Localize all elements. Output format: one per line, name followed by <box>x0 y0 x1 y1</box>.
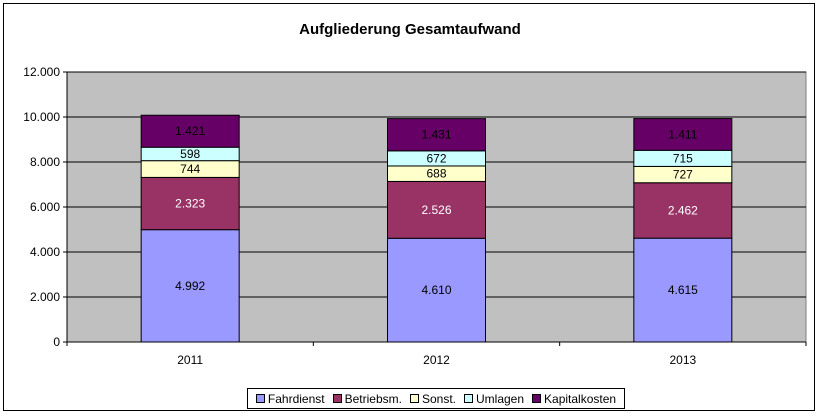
legend-swatch <box>532 394 542 403</box>
legend-swatch <box>409 394 419 403</box>
x-tick-label: 2013 <box>669 353 696 367</box>
y-tick-label: 4.000 <box>30 245 60 259</box>
data-label: 4.610 <box>421 283 451 297</box>
x-tick-label: 2011 <box>177 353 203 367</box>
data-label: 1.411 <box>668 127 697 141</box>
data-label: 1.431 <box>421 128 451 142</box>
legend-item: Sonst. <box>409 391 456 406</box>
legend: Fahrdienst Betriebsm. Sonst. Umlagen Kapital… <box>247 388 625 409</box>
legend-label: Umlagen <box>476 391 525 406</box>
chart-frame: Aufgliederung Gesamtaufwand 0 2.000 4.000 6… <box>3 3 815 411</box>
data-label: 727 <box>673 168 693 182</box>
y-tick-label: 2.000 <box>30 290 60 304</box>
data-label: 598 <box>180 147 200 161</box>
bar-segment <box>633 118 733 151</box>
y-tick-label: 6.000 <box>30 200 60 214</box>
data-label: 4.615 <box>668 283 698 297</box>
legend-item: Fahrdienst <box>255 391 325 406</box>
data-label: 2.323 <box>175 197 205 211</box>
bar-segment <box>140 176 240 231</box>
y-tick-label: 10.000 <box>23 110 60 124</box>
data-label: 2.526 <box>421 203 451 217</box>
legend-label: Fahrdienst <box>267 391 325 406</box>
data-label: 4.992 <box>175 279 205 293</box>
plot-area: 0 2.000 4.000 6.000 8.000 10.000 12.000 4.992 2.… <box>23 65 807 367</box>
data-label: 688 <box>426 167 446 181</box>
bar-segment <box>633 237 733 343</box>
legend-swatch <box>464 394 473 403</box>
legend-swatch <box>332 394 342 403</box>
chart-title: Aufgliederung Gesamtaufwand <box>299 21 521 38</box>
y-tick-label: 8.000 <box>30 155 60 169</box>
legend-label: Betriebsm. <box>344 391 402 406</box>
bar-segment <box>387 118 486 152</box>
bar-segment <box>387 237 486 343</box>
y-tick-label: 12.000 <box>23 65 60 79</box>
legend-item: Kapitalkosten <box>532 392 616 406</box>
x-tick-label: 2012 <box>423 353 450 367</box>
data-label: 2.462 <box>668 203 698 217</box>
data-label: 744 <box>180 162 200 176</box>
legend-label: Sonst. <box>421 391 456 406</box>
y-tick-label: 0 <box>53 335 60 349</box>
legend-swatch <box>255 394 265 403</box>
data-label: 1.421 <box>175 124 205 138</box>
data-label: 715 <box>673 151 693 165</box>
bar-segment <box>387 180 486 239</box>
bar-segment <box>140 114 240 148</box>
legend-item: Betriebsm. <box>332 391 402 406</box>
legend-item: Umlagen <box>464 392 524 406</box>
data-label: 672 <box>426 151 446 165</box>
legend-label: Kapitalkosten <box>544 391 617 406</box>
